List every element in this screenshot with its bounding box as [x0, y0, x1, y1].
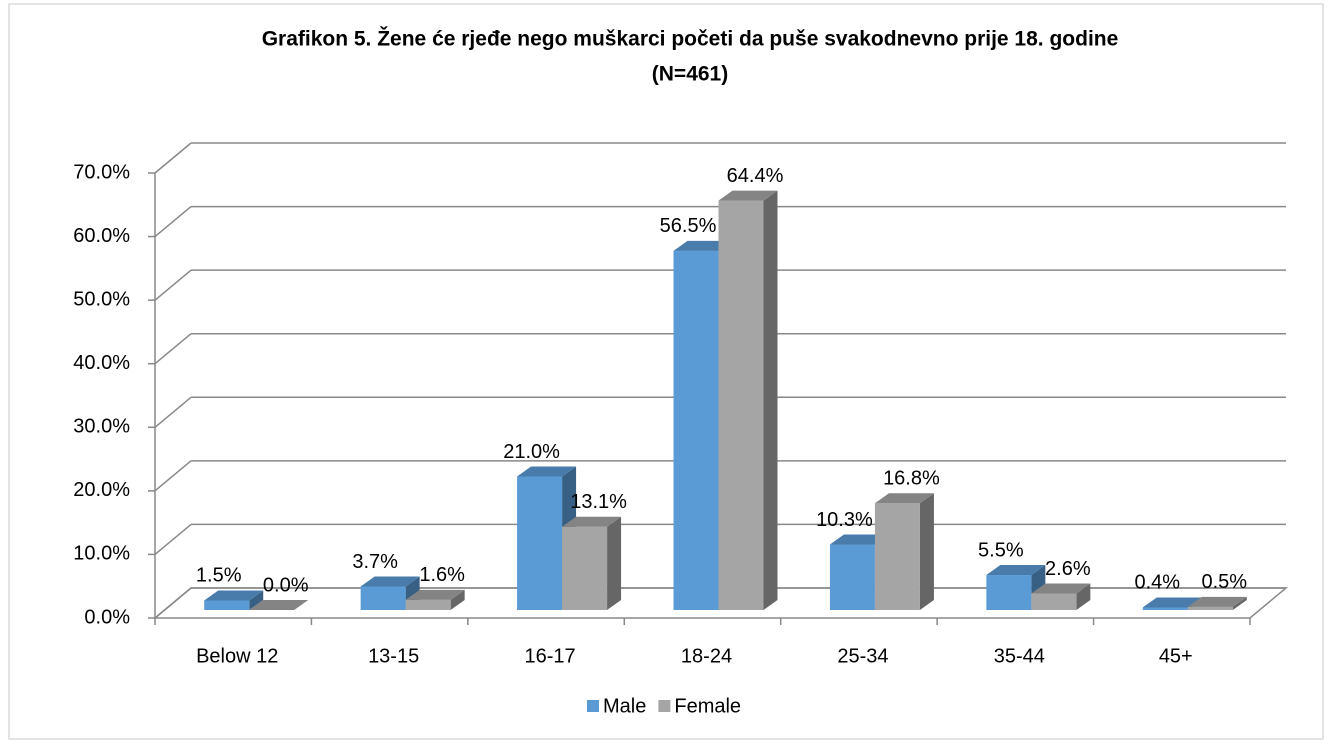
- bar-top: [249, 600, 309, 610]
- bar: [874, 503, 920, 610]
- x-tick-label: 16-17: [524, 645, 575, 667]
- y-tick-label: 30.0%: [73, 416, 130, 438]
- y-tick-label: 0.0%: [84, 606, 130, 628]
- data-label: 13.1%: [570, 491, 627, 513]
- y-tick-label: 10.0%: [73, 543, 130, 565]
- bar: [829, 544, 875, 610]
- bar: [1031, 593, 1077, 610]
- data-label: 5.5%: [978, 539, 1024, 561]
- x-tick-label: 35-44: [994, 645, 1045, 667]
- data-label: 1.6%: [419, 564, 465, 586]
- data-label: 1.5%: [196, 565, 242, 587]
- grid-line: [154, 205, 192, 238]
- bar-top: [360, 576, 420, 587]
- y-tick-label: 50.0%: [73, 288, 130, 310]
- bar-top: [874, 493, 934, 504]
- legend-label: Female: [674, 695, 741, 717]
- y-tick-label: 70.0%: [73, 161, 130, 183]
- y-tick-label: 60.0%: [73, 225, 130, 247]
- grid-line: [154, 587, 192, 619]
- data-label: 0.4%: [1134, 572, 1180, 594]
- bar-side: [1232, 596, 1247, 610]
- bar: [562, 526, 608, 610]
- y-tick-label: 40.0%: [73, 352, 130, 374]
- chart-border: [8, 3, 1324, 740]
- data-label: 56.5%: [660, 215, 717, 237]
- grid-line: [154, 460, 192, 492]
- bar-top: [829, 534, 889, 545]
- bar-top: [562, 516, 622, 527]
- grid-line: [154, 142, 192, 174]
- bar-top: [517, 466, 577, 477]
- data-label: 0.5%: [1201, 571, 1247, 593]
- grid-line: [154, 396, 192, 428]
- bar: [204, 600, 250, 610]
- bar-side: [249, 590, 264, 610]
- data-label: 10.3%: [816, 509, 873, 531]
- chart-subtitle: (N=461): [652, 63, 728, 86]
- grid-line: [154, 523, 192, 556]
- bar-side: [607, 516, 622, 610]
- legend-label: Male: [603, 695, 646, 717]
- bar: [405, 599, 451, 610]
- x-tick-label: 13-15: [368, 645, 419, 667]
- bar: [986, 575, 1032, 610]
- data-label: 64.4%: [727, 165, 784, 187]
- bar: [360, 586, 406, 610]
- data-label: 2.6%: [1045, 558, 1091, 580]
- grid-line: [154, 269, 192, 301]
- x-tick-label: Below 12: [196, 645, 278, 667]
- bar-side: [763, 190, 778, 610]
- legend-swatch: [658, 700, 671, 712]
- data-label: 0.0%: [263, 574, 309, 596]
- bar: [1142, 607, 1188, 610]
- x-tick-label: 18-24: [681, 645, 732, 667]
- bar-side: [450, 589, 465, 610]
- data-label: 21.0%: [503, 441, 560, 463]
- bar: [718, 200, 764, 610]
- legend-swatch: [587, 700, 599, 712]
- bar-top: [1031, 583, 1091, 594]
- bar: [673, 250, 719, 611]
- bar-top: [673, 240, 733, 251]
- x-tick-label: 25-34: [837, 645, 888, 667]
- y-tick-label: 20.0%: [73, 479, 130, 501]
- bar-top: [1187, 596, 1247, 607]
- grid-line: [154, 333, 192, 365]
- x-tick-label: 45+: [1159, 645, 1193, 667]
- bar: [1187, 606, 1233, 610]
- bar-top: [204, 590, 264, 601]
- bar-top: [405, 589, 465, 600]
- data-label: 16.8%: [883, 467, 940, 489]
- bar-top: [986, 565, 1046, 576]
- bar-side: [919, 493, 934, 610]
- bar-side: [1076, 583, 1091, 610]
- bar-top: [718, 190, 778, 201]
- bar: [517, 476, 563, 610]
- bar-top: [1142, 597, 1202, 608]
- data-label: 3.7%: [352, 551, 398, 573]
- chart-title: Grafikon 5. Žene će rjeđe nego muškarci …: [262, 27, 1119, 51]
